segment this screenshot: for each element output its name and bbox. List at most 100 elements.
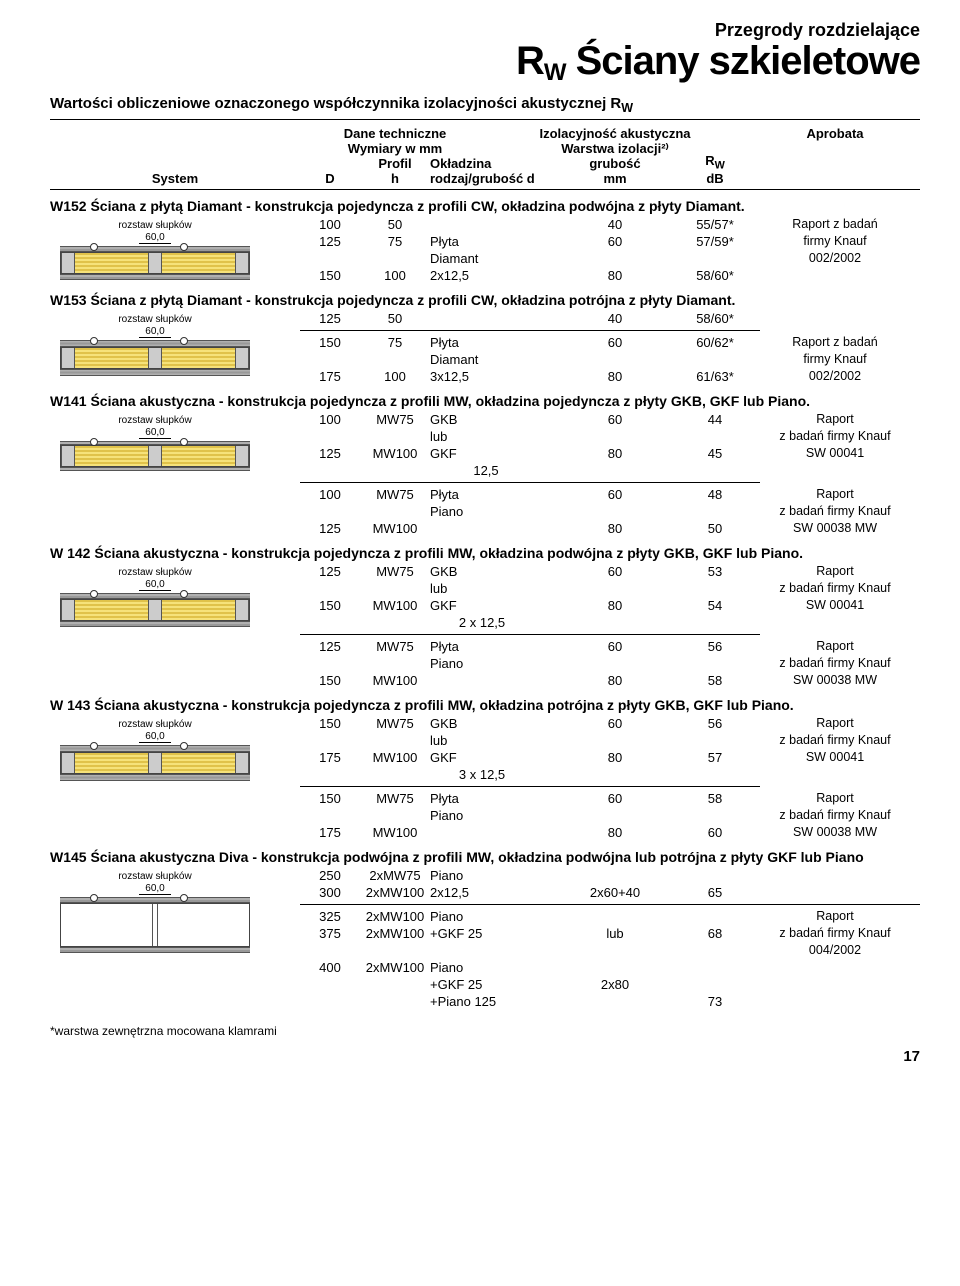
cell-sheet: Płyta	[430, 639, 560, 654]
cell-rw: 61/63*	[670, 369, 760, 384]
cell-rw: 58/60*	[670, 268, 760, 283]
cell-aprobata: SW 00038 MW	[760, 521, 910, 536]
cell-mm: 80	[560, 446, 670, 461]
cell-rw: 65	[670, 885, 760, 900]
section-block: rozstaw słupków 60,0 100504055/57*Raport…	[50, 216, 920, 284]
cell-rw: 50	[670, 521, 760, 536]
cell-D: 250	[300, 868, 360, 883]
cell-h: MW75	[360, 639, 430, 654]
cell-h: 2xMW100	[360, 926, 430, 941]
cell-h: 100	[360, 369, 430, 384]
diagram-cell: rozstaw słupków 60,0	[50, 216, 300, 284]
section-block: rozstaw słupków 60,0 2502xMW75Piano3002x…	[50, 867, 920, 1010]
hdr-system: System	[152, 172, 198, 187]
cell-rw: 60	[670, 825, 760, 840]
section-title: W145 Ściana akustyczna Diva - konstrukcj…	[50, 849, 920, 865]
cell-sheet: GKF	[430, 446, 560, 461]
table-row: 1501002x12,58058/60*	[300, 267, 920, 284]
table-row: 004/2002	[300, 942, 920, 959]
data-cell: 100504055/57*Raport z badań12575Płyta605…	[300, 216, 920, 284]
cell-sheet: +GKF 25	[430, 926, 560, 941]
cell-aprobata: Raport	[760, 791, 910, 806]
cell-mm: 80	[560, 750, 670, 765]
cell-mm: 2x60+40	[560, 885, 670, 900]
cell-sheet: 3x12,5	[430, 369, 560, 384]
cell-sheet: Piano	[430, 909, 560, 924]
cell-h: MW100	[360, 673, 430, 688]
cell-D: 100	[300, 412, 360, 427]
cell-rw: 57	[670, 750, 760, 765]
cell-sheet: GKB	[430, 412, 560, 427]
cell-sheet: 12,5	[430, 463, 560, 478]
diagram-dim: 60,0	[139, 427, 170, 439]
table-row: 125504058/60*	[300, 310, 920, 327]
separator	[300, 904, 920, 905]
category-label: Przegrody rozdzielające	[50, 20, 920, 41]
cell-aprobata: 004/2002	[760, 943, 910, 958]
diagram-label: rozstaw słupków	[118, 871, 191, 882]
cell-aprobata: 002/2002	[760, 251, 910, 266]
screw-icon	[90, 337, 98, 345]
cell-aprobata: z badań firmy Knauf	[760, 504, 910, 519]
section-block: rozstaw słupków 60,0 125MW75GKB6053Rapor…	[50, 563, 920, 689]
screw-icon	[90, 243, 98, 251]
table-row: Diamant002/2002	[300, 250, 920, 267]
section-block: rozstaw słupków 60,0 125504058/60*15075P…	[50, 310, 920, 385]
cell-D: 125	[300, 639, 360, 654]
cell-aprobata: Raport	[760, 716, 910, 731]
cell-h: MW75	[360, 564, 430, 579]
table-row: Diamantfirmy Knauf	[300, 351, 920, 368]
cell-mm: 80	[560, 673, 670, 688]
cell-sheet: 2x12,5	[430, 268, 560, 283]
cell-h: 2xMW100	[360, 885, 430, 900]
cell-sheet: +GKF 25	[430, 977, 560, 992]
diagram-dim: 60,0	[139, 731, 170, 743]
table-row: 125MW100GKF8045SW 00041	[300, 445, 920, 462]
hdr-grubosc: grubość	[589, 157, 640, 172]
cell-D: 325	[300, 909, 360, 924]
hdr-mm: mm	[603, 172, 626, 187]
cell-sheet: Płyta	[430, 335, 560, 350]
screw-icon	[90, 438, 98, 446]
data-cell: 150MW75GKB6056Raportlubz badań firmy Kna…	[300, 715, 920, 841]
cell-mm: 60	[560, 412, 670, 427]
cross-section-diagram: rozstaw słupków 60,0	[50, 220, 260, 280]
cross-section-diagram: rozstaw słupków 60,0	[50, 719, 260, 781]
separator	[300, 482, 760, 483]
cell-sheet: Piano	[430, 960, 560, 975]
screw-icon	[180, 243, 188, 251]
cell-aprobata: Raport z badań	[760, 217, 910, 232]
cell-rw: 60/62*	[670, 335, 760, 350]
cell-rw: 57/59*	[670, 234, 760, 249]
cell-D: 125	[300, 446, 360, 461]
cell-mm: 80	[560, 268, 670, 283]
screw-icon	[180, 590, 188, 598]
cell-h: MW75	[360, 716, 430, 731]
diagram-cell: rozstaw słupków 60,0	[50, 715, 300, 841]
cell-sheet: 2x12,5	[430, 885, 560, 900]
hdr-profil: Profil	[378, 157, 411, 172]
section-title: W141 Ściana akustyczna - konstrukcja poj…	[50, 393, 920, 409]
cell-aprobata: SW 00041	[760, 750, 910, 765]
screw-icon	[90, 742, 98, 750]
hdr-rw: RW	[705, 154, 725, 172]
table-row: Pianoz badań firmy Knauf	[300, 807, 920, 824]
cell-sheet: Piano	[430, 656, 560, 671]
cross-section-diagram: rozstaw słupków 60,0	[50, 871, 260, 953]
cell-rw: 58/60*	[670, 311, 760, 326]
table-row: 12,5	[300, 462, 920, 479]
cell-D: 175	[300, 825, 360, 840]
hdr-D: D	[325, 172, 334, 187]
cell-h: MW100	[360, 521, 430, 536]
cross-section-diagram: rozstaw słupków 60,0	[50, 567, 260, 627]
data-cell: 100MW75GKB6044Raportlubz badań firmy Kna…	[300, 411, 920, 537]
cell-h: MW75	[360, 412, 430, 427]
cell-D: 125	[300, 564, 360, 579]
cell-D: 100	[300, 217, 360, 232]
cell-mm: 40	[560, 217, 670, 232]
cell-D: 150	[300, 335, 360, 350]
cell-aprobata: Raport z badań	[760, 335, 910, 350]
table-row: 175MW100GKF8057SW 00041	[300, 749, 920, 766]
table-row: 150MW75Płyta6058Raport	[300, 790, 920, 807]
cell-sheet: Płyta	[430, 487, 560, 502]
